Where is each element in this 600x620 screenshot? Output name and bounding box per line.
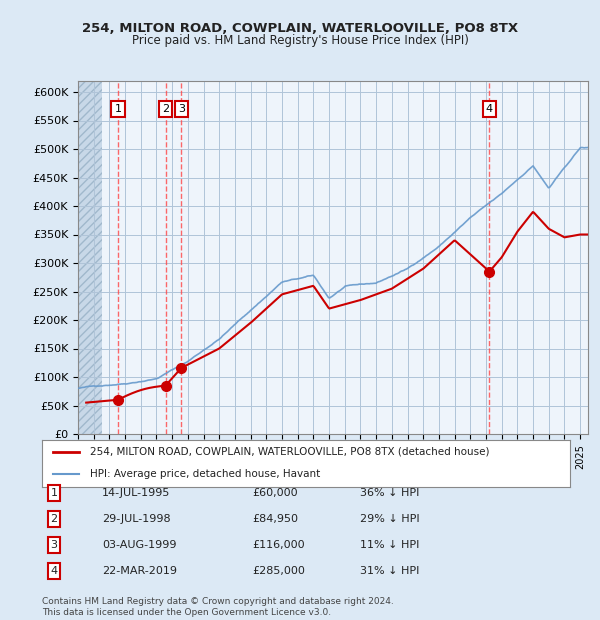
Text: This data is licensed under the Open Government Licence v3.0.: This data is licensed under the Open Gov… — [42, 608, 331, 617]
Text: 4: 4 — [486, 104, 493, 114]
Text: 29% ↓ HPI: 29% ↓ HPI — [360, 514, 419, 524]
Text: 3: 3 — [178, 104, 185, 114]
Text: £116,000: £116,000 — [252, 540, 305, 550]
Text: 11% ↓ HPI: 11% ↓ HPI — [360, 540, 419, 550]
Text: 22-MAR-2019: 22-MAR-2019 — [102, 566, 177, 576]
Text: 4: 4 — [50, 566, 58, 576]
Text: 36% ↓ HPI: 36% ↓ HPI — [360, 488, 419, 498]
Text: £285,000: £285,000 — [252, 566, 305, 576]
Text: 3: 3 — [50, 540, 58, 550]
Text: 1: 1 — [50, 488, 58, 498]
Text: 14-JUL-1995: 14-JUL-1995 — [102, 488, 170, 498]
Text: £84,950: £84,950 — [252, 514, 298, 524]
Text: 254, MILTON ROAD, COWPLAIN, WATERLOOVILLE, PO8 8TX (detached house): 254, MILTON ROAD, COWPLAIN, WATERLOOVILL… — [89, 447, 489, 457]
Text: £60,000: £60,000 — [252, 488, 298, 498]
Bar — [78, 81, 101, 434]
Text: 1: 1 — [115, 104, 121, 114]
Text: 29-JUL-1998: 29-JUL-1998 — [102, 514, 170, 524]
Text: 2: 2 — [162, 104, 169, 114]
Text: 2: 2 — [50, 514, 58, 524]
Text: 03-AUG-1999: 03-AUG-1999 — [102, 540, 176, 550]
Text: Contains HM Land Registry data © Crown copyright and database right 2024.: Contains HM Land Registry data © Crown c… — [42, 597, 394, 606]
Text: 254, MILTON ROAD, COWPLAIN, WATERLOOVILLE, PO8 8TX: 254, MILTON ROAD, COWPLAIN, WATERLOOVILL… — [82, 22, 518, 35]
Text: Price paid vs. HM Land Registry's House Price Index (HPI): Price paid vs. HM Land Registry's House … — [131, 34, 469, 47]
Text: 31% ↓ HPI: 31% ↓ HPI — [360, 566, 419, 576]
Text: HPI: Average price, detached house, Havant: HPI: Average price, detached house, Hava… — [89, 469, 320, 479]
